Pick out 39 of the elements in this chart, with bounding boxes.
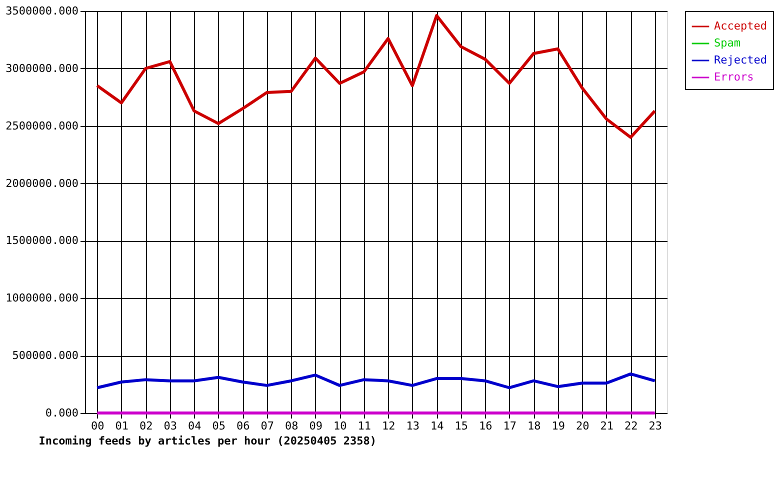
legend-label: Rejected <box>714 54 767 66</box>
legend-label: Spam <box>714 36 741 50</box>
x-tick-label: 08 <box>285 420 298 432</box>
x-tick-label: 15 <box>454 420 468 432</box>
x-tick-label: 16 <box>479 420 492 432</box>
y-tick-label: 0.000 <box>45 406 78 420</box>
x-tick-label: 02 <box>140 420 153 432</box>
x-tick-label: 05 <box>212 420 226 432</box>
line-series <box>96 14 656 139</box>
legend-label: Errors <box>714 70 754 84</box>
x-tick-label: 04 <box>188 420 202 432</box>
x-tick-label: 00 <box>91 420 104 432</box>
x-tick-label: 12 <box>382 420 396 432</box>
x-tick-label: 07 <box>260 420 274 432</box>
y-tick-label: 3500000.000 <box>6 4 78 18</box>
x-tick-label: 03 <box>164 420 177 432</box>
y-tick-label: 1000000.000 <box>6 292 78 305</box>
y-tick-label: 2000000.000 <box>6 176 78 190</box>
y-tick-label: 3000000.000 <box>6 62 78 75</box>
x-tick-label: 09 <box>309 420 322 432</box>
x-tick-label: 19 <box>552 420 565 432</box>
x-tick-label: 06 <box>236 420 250 432</box>
x-tick-label: 11 <box>358 420 371 432</box>
y-tick-label: 500000.000 <box>12 349 78 362</box>
x-tick-label: 13 <box>406 420 420 432</box>
legend-label: Accepted <box>714 20 767 32</box>
line-series <box>96 372 656 390</box>
x-tick-label: 20 <box>576 420 590 432</box>
x-tick-label: 14 <box>430 420 444 432</box>
x-tick-label: 10 <box>334 420 347 432</box>
x-tick-label: 18 <box>528 420 541 432</box>
x-axis-title: Incoming feeds by articles per hour (20250405 2358) <box>38 434 376 448</box>
x-tick-label: 17 <box>503 420 516 432</box>
x-tick-label: 23 <box>648 420 662 432</box>
y-tick-label: 2500000.000 <box>6 119 78 132</box>
x-tick-label: 22 <box>624 420 638 432</box>
x-tick-label: 01 <box>115 420 128 432</box>
x-tick-label: 21 <box>600 420 614 432</box>
y-tick-label: 1500000.000 <box>6 234 78 248</box>
